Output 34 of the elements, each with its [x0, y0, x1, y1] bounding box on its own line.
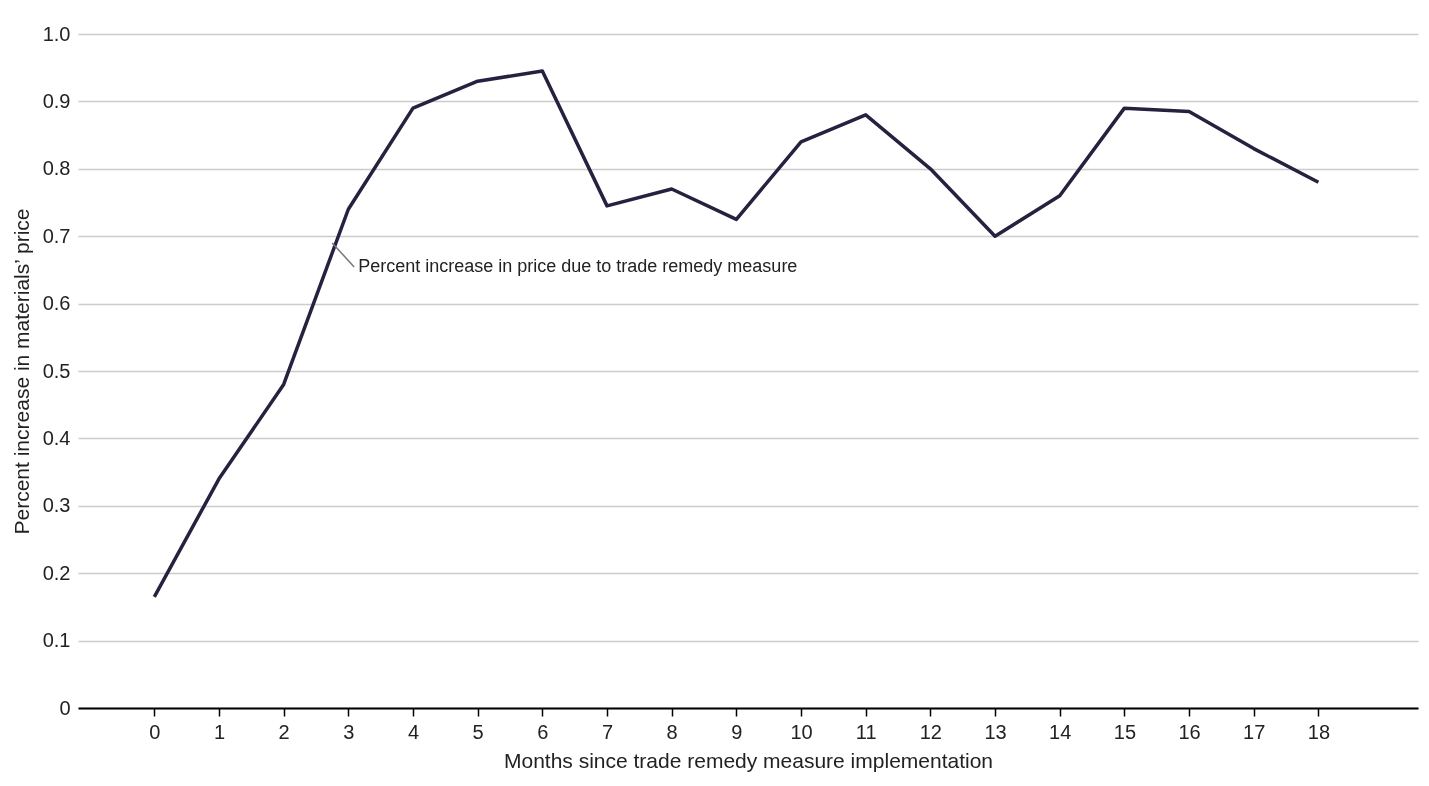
- x-tick-label: 7: [601, 720, 614, 743]
- x-tick-label: 6: [537, 720, 549, 743]
- y-axis-title: Percent increase in materials’ price: [9, 208, 33, 535]
- x-axis-title: Months since trade remedy measure implementation: [503, 748, 994, 772]
- y-tick-label: 0.8: [42, 157, 71, 180]
- x-tick-label: 15: [1113, 720, 1137, 743]
- y-tick-label: 0.6: [42, 292, 71, 315]
- x-tick-label: 11: [855, 720, 877, 743]
- y-tick-label: 1.0: [42, 22, 71, 45]
- x-tick-label: 5: [472, 720, 484, 743]
- y-tick-label: 0.4: [42, 426, 71, 449]
- x-tick-label: 0: [149, 720, 161, 743]
- y-tick-label: 0.5: [42, 359, 71, 382]
- x-tick-label: 4: [407, 720, 420, 743]
- x-tick-label: 12: [919, 720, 942, 743]
- x-tick-label: 16: [1178, 720, 1201, 743]
- x-tick-label: 1: [213, 720, 226, 743]
- y-tick-label: 0.3: [42, 494, 71, 517]
- x-tick-label: 2: [278, 720, 290, 743]
- x-tick-label: 10: [790, 720, 813, 743]
- x-tick-label: 3: [343, 720, 355, 743]
- x-tick-label: 18: [1307, 720, 1331, 743]
- x-tick-label: 14: [1049, 720, 1072, 743]
- x-tick-label: 13: [984, 720, 1007, 743]
- y-tick-label: 0.7: [42, 224, 71, 247]
- x-tick-label: 9: [731, 720, 743, 743]
- annotation: Percent increase in price due to trade remedy measure: [358, 255, 798, 276]
- x-tick-label: 17: [1243, 720, 1266, 743]
- x-tick-label: 8: [666, 720, 678, 743]
- y-tick-label: 0.9: [42, 89, 71, 112]
- y-tick-label: 0.2: [42, 561, 71, 584]
- y-tick-label: 0.1: [42, 629, 71, 652]
- line-series: [152, 69, 1321, 599]
- y-tick-label: 0: [59, 696, 71, 719]
